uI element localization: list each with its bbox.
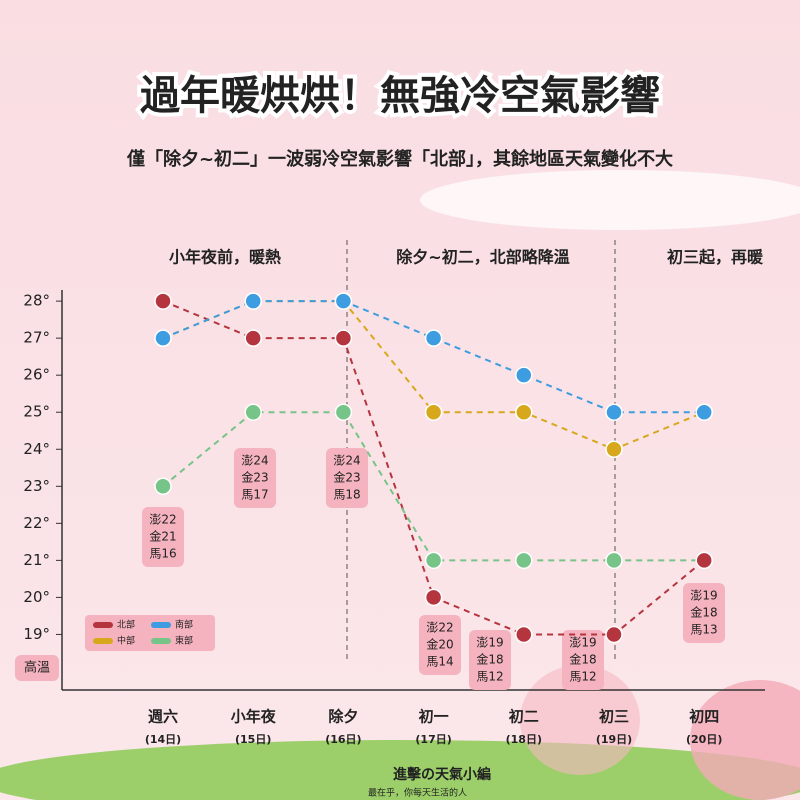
x-tick-label: 初三 [599,708,629,726]
slogan: 最在乎，你每天生活的人 [368,787,467,799]
point [244,403,262,421]
note-text: 金23 [333,470,360,485]
note-text: 金18 [476,652,503,667]
note-text: 澎24 [333,454,360,468]
x-tick-label: 初二 [509,708,539,726]
note-text: 馬13 [690,623,717,637]
note-text: 金23 [241,470,268,485]
y-tick-label: 26° [23,366,50,384]
point [695,551,713,570]
note-box [683,583,725,643]
note-text: 馬12 [569,670,596,684]
y-tick-label: 23° [23,477,50,495]
note-box [562,630,604,690]
note-text: 馬14 [426,655,453,669]
legend-label: 北部 [117,619,135,631]
point [334,329,353,347]
y-tick-label: 22° [23,514,50,532]
cloud [420,170,800,230]
x-tick-date: (16日) [325,733,361,746]
point [605,625,623,644]
note-text: 馬18 [333,488,360,502]
note-text: 馬16 [149,547,176,561]
y-label: 高溫 [24,660,50,676]
note-box [234,448,276,508]
note-text: 澎22 [149,513,176,527]
legend-label: 中部 [117,635,135,647]
x-tick-label: 初一 [419,708,449,726]
legend-swatch [151,622,171,628]
annotation: 除夕~初二，北部略降溫 [396,248,569,267]
note-box [142,507,184,567]
y-label-box [15,655,59,681]
y-tick-label: 21° [23,551,50,569]
point [424,329,443,347]
x-tick-label: 週六 [148,708,178,726]
point [424,588,443,607]
point [244,292,262,310]
x-tick-date: (14日) [145,733,181,746]
x-tick-date: (15日) [235,733,271,746]
tree [520,665,640,775]
point [154,292,172,310]
note-box [419,615,461,675]
x-tick-date: (18日) [506,733,542,746]
legend-swatch [151,638,171,644]
note-text: 金18 [690,605,717,620]
point [424,403,443,421]
point [605,551,623,570]
x-tick-label: 小年夜 [231,708,277,726]
legend-label: 東部 [175,635,193,647]
note-text: 馬17 [241,488,268,502]
y-tick-label: 27° [23,329,50,347]
x-tick-label: 初四 [689,708,719,726]
y-tick-label: 28° [23,292,50,310]
x-tick-label: 除夕 [328,708,358,726]
note-text: 金18 [569,652,596,667]
point [515,403,533,421]
note-text: 澎22 [426,621,453,635]
legend-label: 南部 [175,619,193,631]
point [334,292,353,310]
point [515,551,533,570]
brand: 進擊の天氣小編 [393,766,491,783]
point [605,440,623,459]
note-text: 金21 [149,529,176,544]
x-tick-date: (19日) [596,733,632,746]
point [605,403,623,421]
point [154,329,172,347]
note-box [326,448,368,508]
point [154,477,172,496]
title: 過年暖烘烘！無強冷空氣影響 [140,73,660,119]
x-tick-date: (17日) [415,733,451,746]
subtitle: 僅「除夕~初二」一波弱冷空氣影響「北部」，其餘地區天氣變化不大 [126,148,673,170]
note-text: 馬12 [476,670,503,684]
point [515,625,533,644]
tree [690,680,800,800]
annotation: 初三起，再暖 [667,248,764,267]
note-text: 金20 [426,637,453,652]
point [695,403,713,421]
y-tick-label: 19° [23,625,50,643]
x-tick-date: (20日) [686,733,722,746]
note-text: 澎19 [476,636,503,650]
note-text: 澎24 [241,454,268,468]
y-tick-label: 20° [23,588,50,606]
note-text: 澎19 [690,589,717,603]
note-text: 澎19 [569,636,596,650]
legend-swatch [93,622,113,628]
y-tick-label: 24° [23,440,50,458]
note-box [469,630,511,690]
point [424,551,443,570]
point [244,329,262,347]
y-tick-label: 25° [23,403,50,421]
legend-box [85,615,215,651]
point [334,403,353,421]
legend-swatch [93,638,113,644]
annotation: 小年夜前，暖熱 [169,248,281,267]
point [515,366,533,384]
